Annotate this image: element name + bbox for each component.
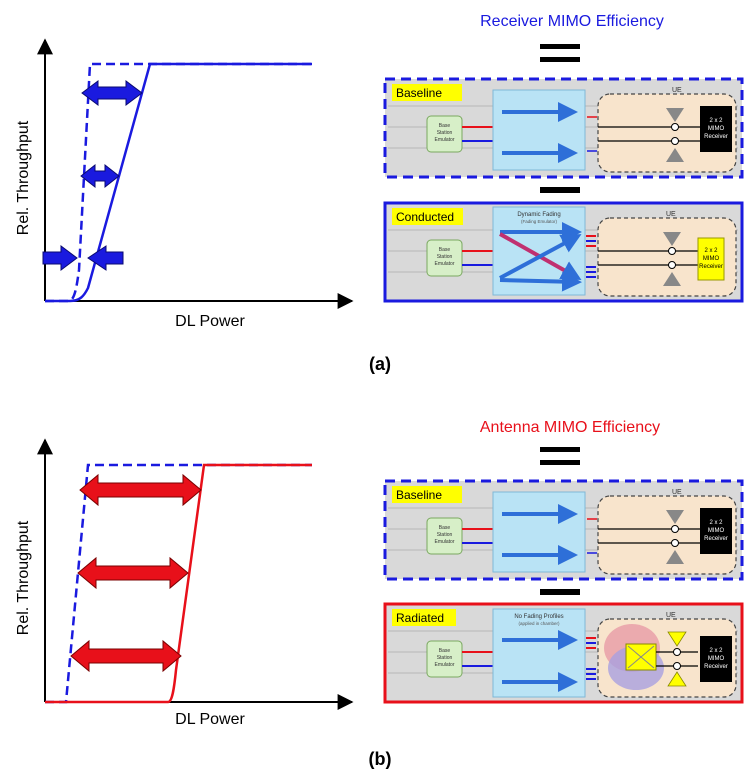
svg-text:Base: Base: [439, 123, 451, 129]
converging-arrow-right: [87, 245, 124, 271]
svg-text:Receiver: Receiver: [704, 536, 728, 542]
y-axis-label: Rel. Throughput: [15, 520, 32, 635]
radiated-label-bg: [392, 609, 456, 626]
double-arrow-middle: [77, 556, 189, 590]
svg-text:(Fading Emulator): (Fading Emulator): [521, 219, 558, 224]
svg-text:MIMO: MIMO: [708, 656, 725, 662]
svg-text:Emulator: Emulator: [434, 539, 454, 545]
svg-text:Base: Base: [439, 525, 451, 531]
radiated-label: Radiated: [396, 611, 444, 625]
equals-sign-bar: [540, 447, 580, 452]
minus-sign: [540, 589, 580, 595]
panel-b-title: Antenna MIMO Efficiency: [480, 419, 660, 436]
svg-text:Base: Base: [439, 648, 451, 654]
svg-text:Emulator: Emulator: [434, 662, 454, 668]
svg-text:2 x 2: 2 x 2: [709, 520, 723, 526]
equals-sign-bar: [540, 57, 580, 62]
baseline-label: Baseline: [396, 488, 442, 502]
svg-text:Station: Station: [437, 532, 453, 538]
svg-text:2 x 2: 2 x 2: [709, 648, 723, 654]
panel-a-setup: Receiver MIMO Efficiency Baseline Base S…: [383, 13, 744, 303]
base-station-emulator: [426, 239, 463, 277]
conducted-box-a: Conducted Base Station Emulator Dynamic …: [383, 201, 744, 303]
caption-a: (a): [369, 354, 391, 374]
baseline-label: Baseline: [396, 86, 442, 100]
caption-b: (b): [369, 749, 392, 769]
svg-text:2 x 2: 2 x 2: [704, 248, 718, 254]
svg-text:Receiver: Receiver: [704, 664, 728, 670]
svg-text:Receiver: Receiver: [699, 264, 723, 270]
svg-text:No Fading Profiles: No Fading Profiles: [514, 614, 563, 620]
double-arrow-top: [79, 473, 202, 507]
baseline-throughput-curve: [45, 463, 312, 704]
base-station-emulator: [426, 115, 463, 153]
mimo-receiver: [700, 636, 732, 682]
svg-text:UE: UE: [666, 211, 676, 218]
double-arrow-middle: [80, 163, 120, 189]
conducted-label: Conducted: [396, 210, 454, 224]
svg-text:Emulator: Emulator: [434, 137, 454, 143]
converging-arrow-left: [42, 245, 78, 271]
conducted-label-bg: [392, 208, 463, 225]
svg-text:Station: Station: [437, 254, 453, 260]
mimo-receiver: [697, 237, 725, 281]
svg-text:Station: Station: [437, 655, 453, 661]
receiver-throughput-curve: [45, 62, 312, 303]
svg-text:Station: Station: [437, 130, 453, 136]
radiated-box-b: Radiated Base Station Emulator No Fading…: [383, 602, 744, 704]
mimo-receiver: [700, 508, 732, 554]
base-station-emulator: [426, 640, 463, 678]
double-arrow-top: [81, 80, 143, 106]
x-axis-label: DL Power: [175, 711, 245, 728]
equals-sign-bar: [540, 460, 580, 465]
minus-sign: [540, 187, 580, 193]
baseline-label-bg: [392, 84, 462, 101]
base-station-emulator: [426, 517, 463, 555]
baseline-label-bg: [392, 486, 462, 503]
baseline-throughput-curve: [45, 62, 312, 303]
mimo-receiver: [700, 106, 732, 152]
svg-text:UE: UE: [672, 87, 682, 94]
svg-text:MIMO: MIMO: [708, 528, 725, 534]
svg-text:MIMO: MIMO: [703, 256, 720, 262]
svg-text:UE: UE: [672, 489, 682, 496]
svg-text:MIMO: MIMO: [708, 126, 725, 132]
panel-b-chart: Rel. Throughput DL Power: [15, 438, 354, 728]
y-axis-label: Rel. Throughput: [15, 120, 32, 235]
baseline-box-b: Baseline Base Station Emulator UE 2 x: [383, 479, 744, 581]
panel-a-title: Receiver MIMO Efficiency: [480, 13, 664, 30]
baseline-box-a: Baseline Base Station Emulator UE 2 x: [383, 77, 744, 179]
antenna-throughput-curve: [45, 463, 312, 704]
svg-text:(applied in chamber): (applied in chamber): [518, 621, 560, 626]
panel-a-chart: Rel. Throughput DL Power: [15, 38, 354, 330]
svg-text:Dynamic Fading: Dynamic Fading: [517, 212, 560, 218]
channel-block: [492, 491, 586, 573]
x-axis-label: DL Power: [175, 313, 245, 330]
svg-text:UE: UE: [666, 612, 676, 619]
svg-text:Emulator: Emulator: [434, 261, 454, 267]
panel-b-setup: Antenna MIMO Efficiency Baseline Base St…: [383, 419, 744, 704]
svg-text:2 x 2: 2 x 2: [709, 118, 723, 124]
double-arrow-bottom: [70, 639, 182, 673]
svg-text:Base: Base: [439, 247, 451, 253]
svg-text:Receiver: Receiver: [704, 134, 728, 140]
channel-block: [492, 89, 586, 171]
equals-sign-bar: [540, 44, 580, 49]
